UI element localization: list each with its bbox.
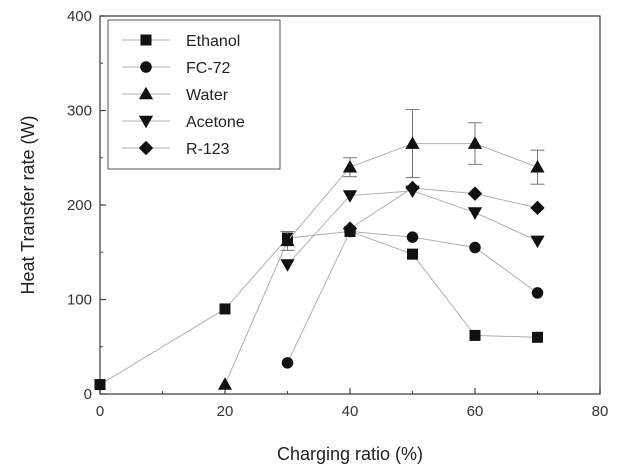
y-tick-label: 100	[67, 292, 92, 309]
data-point-acetone	[280, 259, 295, 272]
data-point-ethanol	[532, 331, 543, 343]
x-tick-label: 80	[592, 403, 609, 420]
y-tick-label: 400	[67, 8, 92, 25]
x-axis-label: Charging ratio (%)	[277, 444, 423, 464]
legend-marker-fc-72	[140, 61, 152, 73]
data-point-ethanol	[407, 248, 418, 260]
y-tick-label: 200	[67, 197, 92, 214]
legend-marker-water	[138, 86, 154, 100]
data-point-r-123	[405, 180, 420, 196]
legend-marker-r-123	[138, 140, 154, 156]
data-point-water	[217, 377, 233, 390]
series-r-123	[342, 180, 545, 236]
data-point-fc-72	[469, 241, 481, 254]
x-tick-label: 20	[217, 403, 234, 420]
data-point-water	[280, 233, 295, 247]
data-point-water	[342, 159, 358, 173]
legend-label-fc-72: FC-72	[186, 60, 231, 77]
legend-label-ethanol: Ethanol	[186, 33, 240, 50]
data-point-fc-72	[281, 357, 294, 369]
axis-ticks: 0 20 40 60 80 0 100 200 300 400	[67, 8, 608, 420]
data-point-fc-72	[531, 287, 544, 299]
legend-label-water: Water	[186, 87, 229, 104]
x-tick-label: 60	[467, 403, 484, 420]
y-axis-label: Heat Transfer rate (W)	[18, 115, 38, 294]
data-point-acetone	[342, 190, 358, 203]
legend: Ethanol FC-72 Water Acetone R-123	[107, 19, 281, 170]
legend-marker-acetone	[138, 115, 154, 129]
legend-marker-ethanol	[140, 34, 152, 46]
x-tick-label: 40	[342, 403, 359, 420]
legend-label-acetone: Acetone	[186, 114, 245, 131]
x-tick-label: 0	[96, 403, 104, 420]
data-point-r-123	[530, 200, 545, 216]
series-water	[217, 109, 545, 390]
data-point-ethanol	[469, 329, 481, 341]
series-line-water	[224, 143, 538, 385]
data-point-water	[467, 136, 483, 149]
series-line-r-123	[349, 187, 538, 230]
data-point-water	[405, 136, 420, 149]
data-point-r-123	[467, 186, 483, 201]
series-fc-72	[281, 225, 544, 369]
series-line-ethanol	[99, 230, 538, 385]
data-point-fc-72	[406, 231, 419, 243]
data-point-acetone	[530, 235, 545, 249]
data-point-r-123	[342, 221, 358, 236]
y-tick-label: 0	[84, 386, 92, 403]
y-tick-label: 300	[67, 103, 92, 120]
data-point-ethanol	[94, 379, 106, 391]
data-point-ethanol	[219, 303, 231, 315]
data-point-acetone	[467, 207, 483, 220]
series-layer	[94, 109, 545, 391]
legend-label-r-123: R-123	[186, 141, 230, 158]
data-point-water	[530, 159, 545, 173]
